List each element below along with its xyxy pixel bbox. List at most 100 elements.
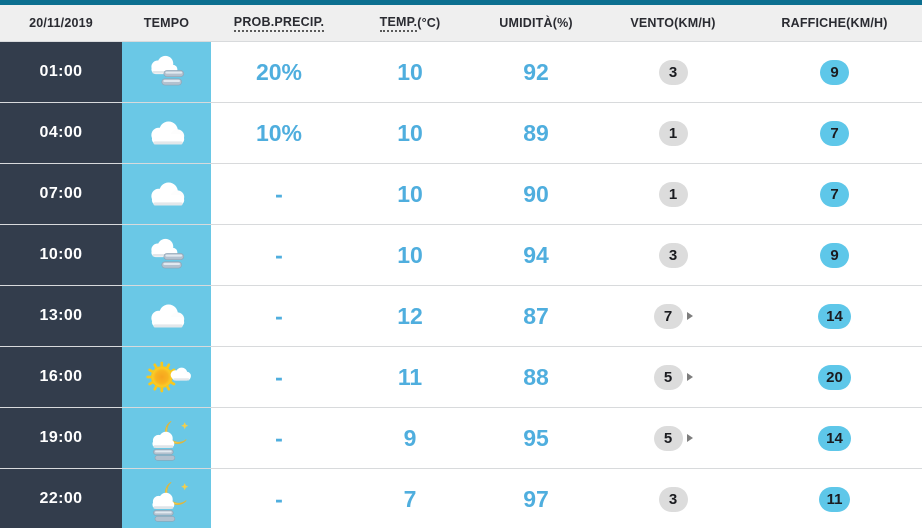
gust-cell: 7 (747, 164, 922, 224)
gust-cell: 14 (747, 408, 922, 468)
time-label: 10:00 (39, 246, 83, 263)
temp-cell: 10 (347, 164, 473, 224)
precip-cell: - (211, 469, 347, 528)
time-cell: 16:00 (0, 347, 122, 407)
cloud-fog-icon (150, 55, 184, 86)
prob-precip-abbr[interactable]: PROB.PRECIP. (233, 15, 325, 32)
precip-value: - (275, 485, 283, 512)
gust-cell: 20 (747, 347, 922, 407)
precip-cell: 20% (211, 42, 347, 102)
gust-pill: 7 (820, 120, 849, 146)
moon-cloud-fog-icon (151, 420, 189, 461)
humidity-value: 95 (523, 424, 549, 451)
gust-cell: 14 (747, 286, 922, 346)
temp-value: 10 (397, 58, 423, 85)
precip-value: - (275, 363, 283, 390)
time-cell: 13:00 (0, 286, 122, 346)
time-cell: 04:00 (0, 103, 122, 163)
gust-pill: 9 (820, 242, 849, 268)
humidity-cell: 95 (473, 408, 599, 468)
forecast-row: 22:00 - 7 97 3 11 (0, 469, 922, 528)
gust-pill: 14 (818, 303, 851, 329)
temp-value: 9 (403, 424, 417, 451)
precip-cell: - (211, 286, 347, 346)
precip-cell: - (211, 408, 347, 468)
temp-cell: 11 (347, 347, 473, 407)
precip-cell: - (211, 225, 347, 285)
gust-pill: 11 (818, 486, 851, 512)
wind-cell: 5 (599, 347, 747, 407)
humidity-cell: 94 (473, 225, 599, 285)
wind-direction-arrow (686, 434, 693, 442)
wind-cell: 3 (599, 469, 747, 528)
time-label: 04:00 (39, 124, 83, 141)
gust-cell: 7 (747, 103, 922, 163)
wind-direction-arrow (686, 373, 693, 381)
precip-cell: - (211, 164, 347, 224)
cloud-icon (150, 182, 184, 206)
time-label: 07:00 (39, 185, 83, 202)
forecast-row: 16:00 - 11 88 5 20 (0, 347, 922, 408)
temp-value: 10 (397, 119, 423, 146)
temp-abbr[interactable]: TEMP. (379, 15, 418, 32)
col-header-tempo: TEMPO (143, 16, 190, 30)
wind-direction-arrow (686, 312, 693, 320)
time-label: 01:00 (39, 63, 83, 80)
temp-cell: 7 (347, 469, 473, 528)
gust-pill: 7 (820, 181, 849, 207)
wind-pill: 3 (658, 242, 688, 268)
col-header-raffiche: RAFFICHE(KM/H) (781, 16, 888, 30)
humidity-cell: 87 (473, 286, 599, 346)
cloud-icon (150, 121, 184, 145)
gust-cell: 9 (747, 42, 922, 102)
wind-pill: 3 (658, 486, 688, 512)
humidity-value: 87 (523, 302, 549, 329)
wind-cell: 1 (599, 103, 747, 163)
temp-cell: 10 (347, 103, 473, 163)
precip-value: 10% (255, 119, 303, 146)
precip-value: - (275, 424, 283, 451)
table-header-row: 20/11/2019 TEMPO PROB.PRECIP. TEMP. (°C) … (0, 5, 922, 42)
humidity-value: 88 (523, 363, 549, 390)
humidity-cell: 89 (473, 103, 599, 163)
humidity-value: 89 (523, 119, 549, 146)
weather-icon-cell (122, 286, 211, 346)
temp-unit-label: (°C) (417, 16, 441, 30)
temp-cell: 10 (347, 42, 473, 102)
temp-value: 10 (397, 241, 423, 268)
weather-icon-cell (122, 103, 211, 163)
col-header-temp: TEMP. (°C) (347, 5, 473, 41)
humidity-cell: 90 (473, 164, 599, 224)
gust-pill: 14 (818, 425, 851, 451)
col-header-prob-precip: PROB.PRECIP. (211, 5, 347, 41)
wind-pill: 1 (658, 120, 688, 146)
moon-cloud-fog-icon (151, 481, 189, 522)
time-label: 13:00 (39, 307, 83, 324)
time-cell: 01:00 (0, 42, 122, 102)
humidity-value: 92 (523, 58, 549, 85)
wind-cell: 7 (599, 286, 747, 346)
forecast-rows: 01:00 20% 10 92 3 9 04:00 10% (0, 42, 922, 528)
time-label: 22:00 (39, 490, 83, 507)
temp-value: 7 (403, 485, 417, 512)
time-label: 19:00 (39, 429, 83, 446)
cloud-icon (150, 304, 184, 328)
precip-value: - (275, 241, 283, 268)
wind-pill: 3 (658, 59, 688, 85)
temp-value: 10 (397, 180, 423, 207)
precip-value: 20% (255, 58, 303, 85)
precip-cell: 10% (211, 103, 347, 163)
gust-cell: 9 (747, 225, 922, 285)
forecast-row: 04:00 10% 10 89 1 7 (0, 103, 922, 164)
forecast-row: 19:00 - 9 95 5 14 (0, 408, 922, 469)
forecast-row: 01:00 20% 10 92 3 9 (0, 42, 922, 103)
humidity-cell: 92 (473, 42, 599, 102)
forecast-row: 10:00 - 10 94 3 9 (0, 225, 922, 286)
temp-value: 11 (397, 363, 423, 390)
precip-value: - (275, 180, 283, 207)
precip-cell: - (211, 347, 347, 407)
precip-value: - (275, 302, 283, 329)
temp-value: 12 (397, 302, 423, 329)
wind-pill: 5 (653, 364, 683, 390)
